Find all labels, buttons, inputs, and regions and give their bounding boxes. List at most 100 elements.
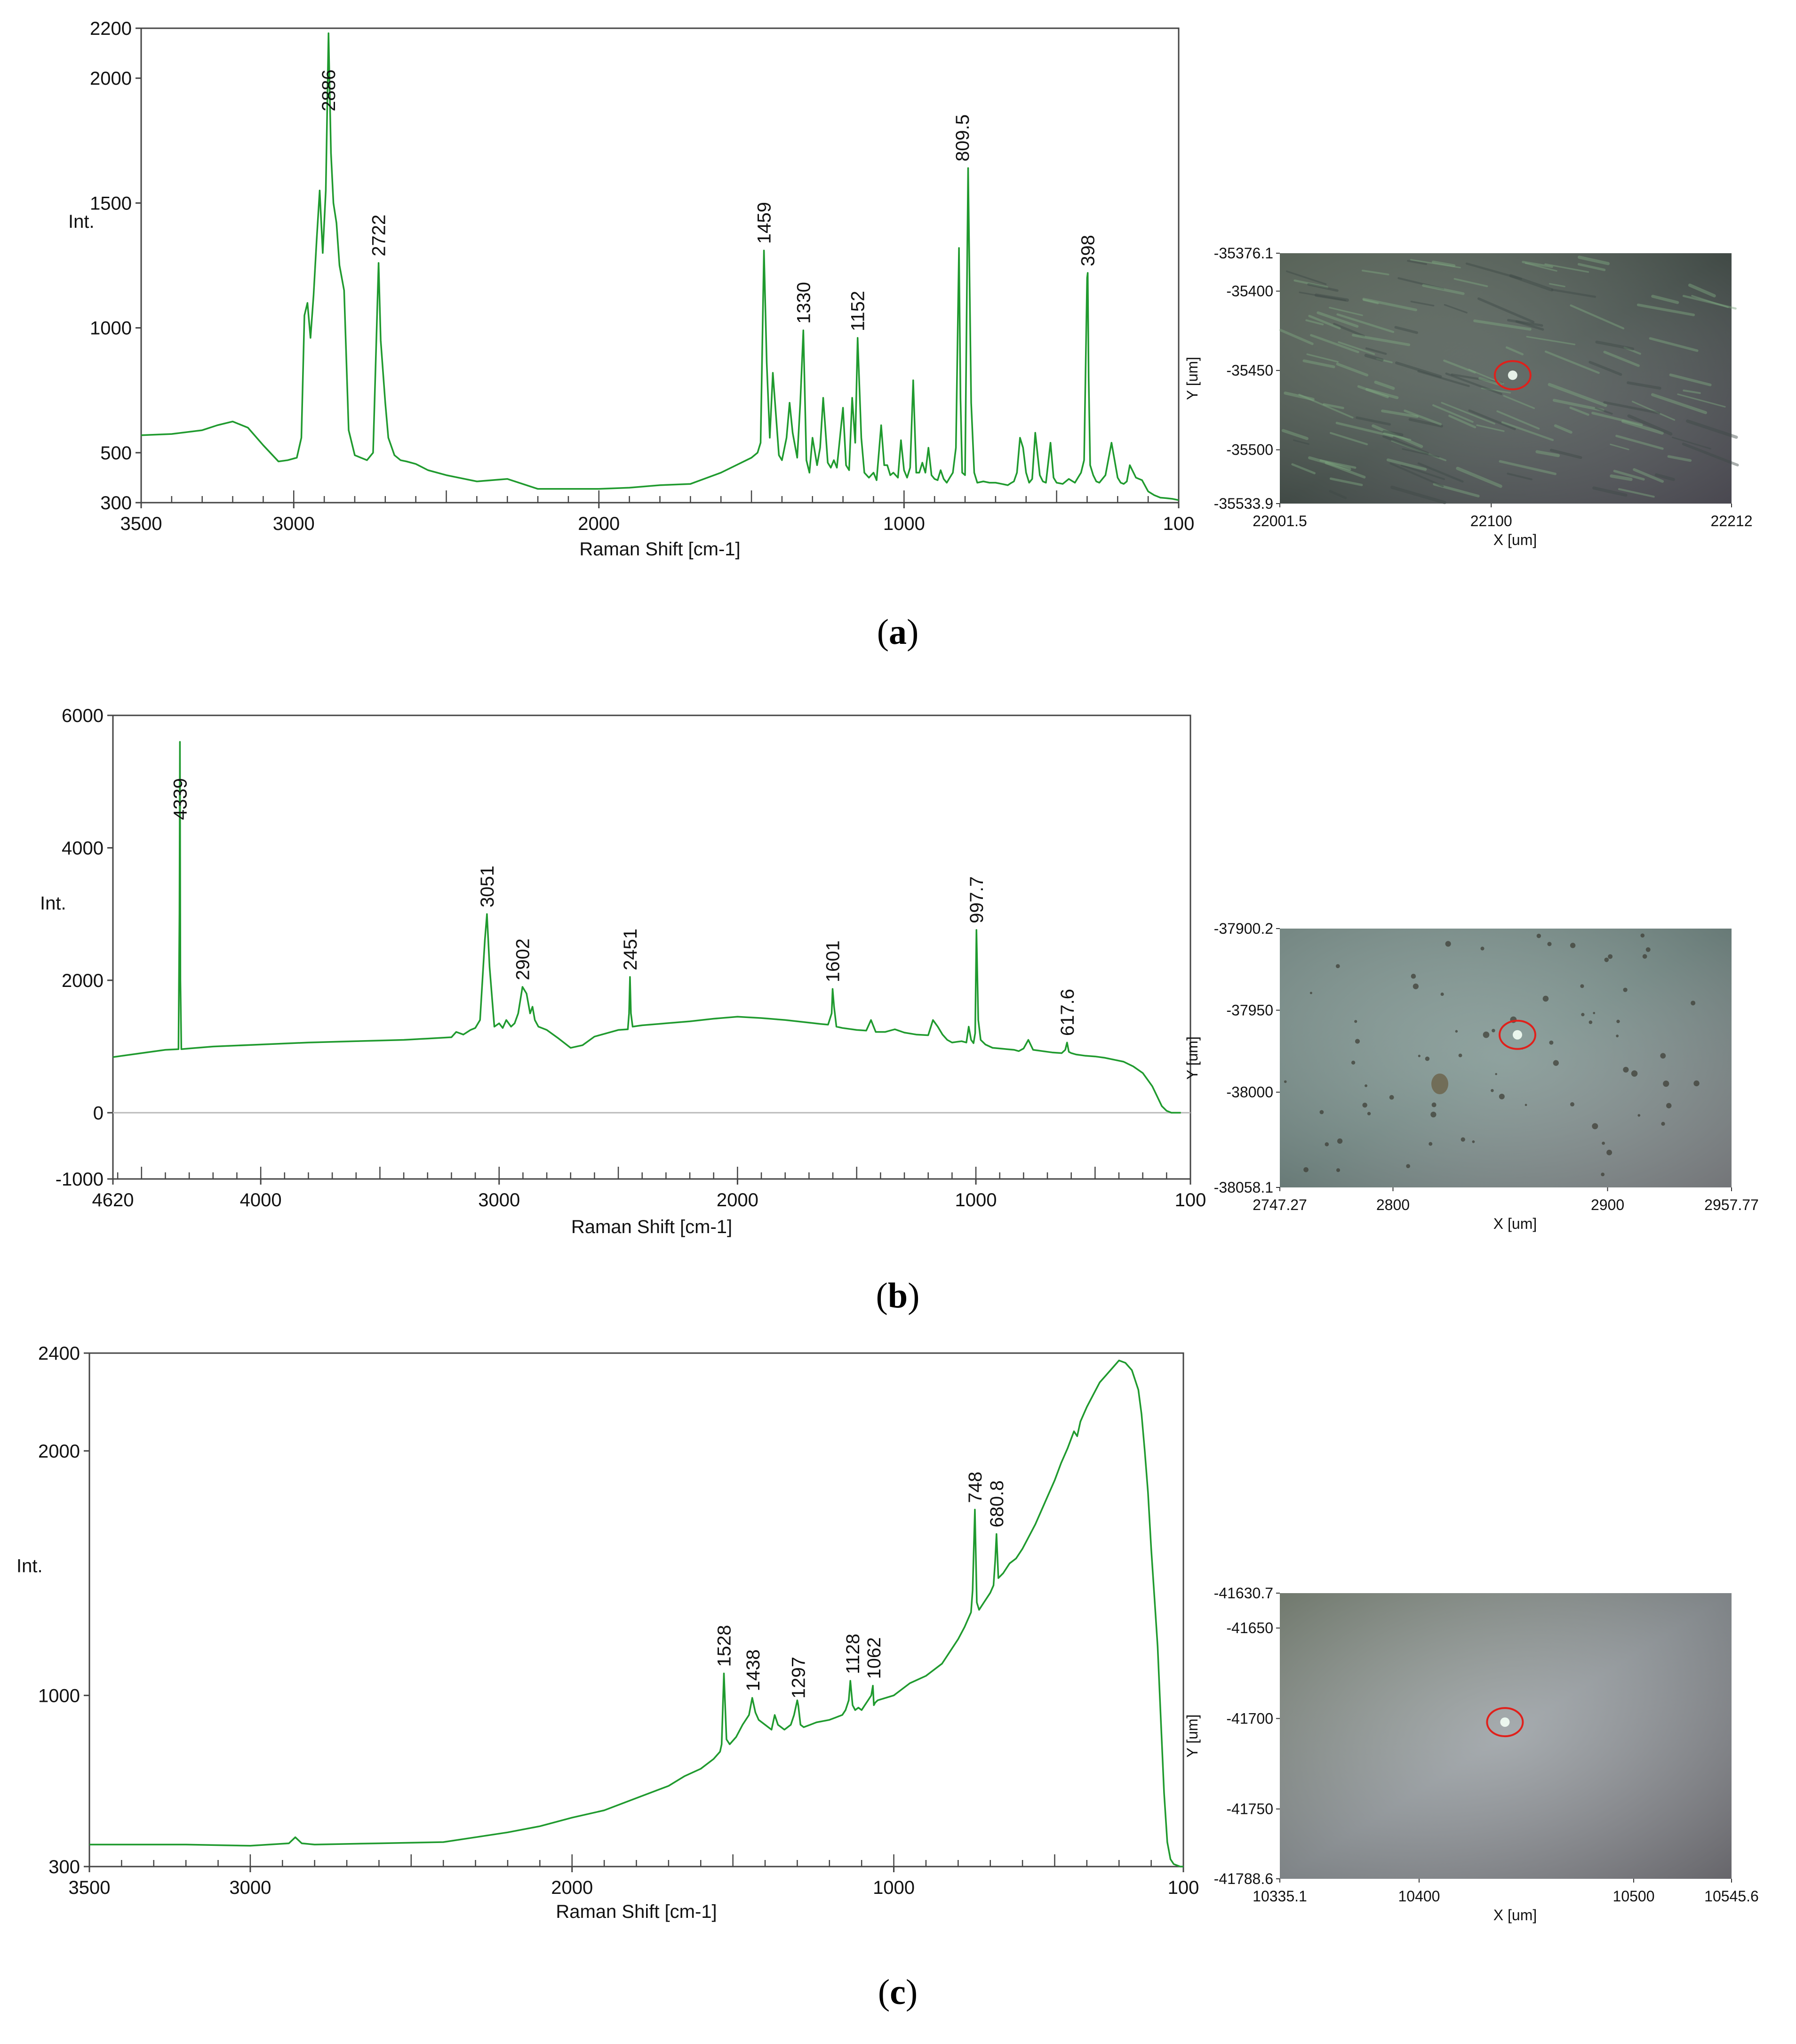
plot-frame: [88, 1352, 1184, 1868]
surface-speck: [1455, 1030, 1458, 1033]
surface-streak: [1336, 313, 1395, 333]
spectrum-line: [141, 32, 1179, 501]
surface-speck: [1351, 1060, 1356, 1065]
measurement-circle: [1498, 1019, 1536, 1050]
surface-streak: [1305, 319, 1324, 326]
surface-streak: [1515, 320, 1544, 331]
micro-y-tick-label: -37900.2: [1214, 920, 1273, 937]
peak-label: 2451: [620, 929, 641, 970]
x-tick-label: 100: [1175, 1190, 1206, 1210]
surface-speck: [1542, 995, 1549, 1002]
surface-streak: [1298, 393, 1354, 419]
surface-streak: [1610, 474, 1633, 481]
surface-streak: [1603, 351, 1640, 367]
y-tick-label: -1000: [56, 1169, 104, 1190]
surface-streak: [1554, 424, 1572, 434]
peak-label: 2722: [369, 215, 390, 257]
surface-streak: [1477, 297, 1535, 323]
micro-y-tick-label: -41650: [1226, 1619, 1273, 1636]
surface-streak: [1432, 260, 1456, 267]
spectrum-line: [89, 1359, 1183, 1868]
measurement-circle: [1493, 360, 1532, 391]
surface-streak: [1654, 473, 1675, 481]
x-tick-label: 3500: [120, 513, 162, 534]
surface-streak: [1651, 295, 1679, 304]
surface-speck: [1602, 1141, 1605, 1145]
surface-speck: [1425, 1056, 1430, 1061]
surface-speck: [1592, 1123, 1598, 1130]
surface-speck: [1604, 957, 1609, 962]
y-tick-label: 500: [100, 443, 132, 464]
surface-streak: [1336, 362, 1369, 377]
surface-streak: [1390, 485, 1446, 505]
surface-speck: [1303, 1167, 1309, 1172]
surface-speck: [1367, 1112, 1371, 1115]
surface-streak: [1507, 319, 1543, 327]
micro-y-tick-label: -35400: [1226, 283, 1273, 300]
surface-speck: [1661, 1122, 1665, 1126]
surface-streak: [1522, 261, 1553, 268]
surface-speck: [1570, 943, 1576, 948]
micro-y-tick-label: -38058.1: [1214, 1179, 1273, 1196]
peak-label: 1601: [823, 940, 844, 982]
panel-c: 3500 3000 2000 1000 100 300 1000 2000 2400 Raman …: [0, 1343, 1796, 2024]
surface-speck: [1666, 1103, 1672, 1108]
surface-speck: [1660, 1053, 1666, 1059]
surface-streak: [1448, 415, 1477, 429]
micro-y-tick-label: -35533.9: [1214, 495, 1273, 512]
surface-speck: [1430, 1111, 1437, 1118]
surface-streak: [1376, 358, 1393, 363]
surface-speck: [1570, 1102, 1575, 1106]
peak-label: 809.5: [952, 114, 973, 161]
x-tick-label: 2000: [717, 1190, 758, 1210]
surface-streak: [1468, 409, 1516, 431]
surface-streak: [1636, 303, 1695, 316]
surface-speck: [1431, 1102, 1437, 1107]
surface-streak: [1372, 424, 1423, 448]
surface-streak: [1310, 334, 1359, 353]
y-axis-label: Int.: [16, 1556, 43, 1577]
y-tick-label: 300: [100, 493, 132, 513]
peak-label: 1152: [848, 291, 869, 331]
micro-vignette: [1280, 929, 1732, 1187]
x-tick-label: 2000: [551, 1877, 593, 1898]
peak-label: 3051: [477, 866, 498, 907]
surface-speck: [1547, 942, 1552, 946]
microscope-image-a: 22001.5 22100 22212 -35376.1 -35400 -35450 -35…: [1184, 245, 1752, 548]
peak-label: 1459: [754, 202, 775, 244]
surface-speck: [1581, 1013, 1585, 1017]
surface-speck: [1549, 1040, 1554, 1045]
surface-streak: [1507, 473, 1533, 481]
surface-speck: [1337, 1138, 1343, 1144]
surface-speck: [1616, 1019, 1620, 1024]
surface-streak: [1549, 283, 1565, 288]
micro-y-tick-label: -35500: [1226, 441, 1273, 458]
surface-streak: [1432, 404, 1474, 423]
surface-streak: [1355, 416, 1391, 426]
y-tick-label: 2000: [90, 68, 132, 89]
surface-speck: [1593, 1012, 1596, 1014]
surface-streak: [1361, 269, 1389, 276]
surface-streak: [1357, 385, 1389, 399]
raman-spectrum-chart-c: 3500 3000 2000 1000 100 300 1000 2000 2400 Raman …: [16, 1343, 1199, 1922]
surface-streak: [1627, 414, 1673, 436]
surface-streak: [1651, 393, 1708, 414]
surface-speck: [1623, 987, 1628, 992]
surface-speck: [1606, 1149, 1612, 1155]
surface-streak: [1526, 336, 1576, 345]
surface-speck: [1642, 954, 1647, 959]
caption-b: (b): [876, 1276, 920, 1315]
surface-streak: [1308, 456, 1351, 471]
micro-y-axis-label: Y [um]: [1184, 357, 1201, 400]
micro-x-tick-label: 2747.27: [1253, 1196, 1307, 1213]
y-tick-label: 2000: [38, 1441, 80, 1462]
y-tick-label: 6000: [62, 705, 104, 726]
x-tick-label: 1000: [883, 513, 925, 534]
surface-streak: [1618, 488, 1655, 498]
surface-streak: [1577, 263, 1606, 272]
surface-streak: [1293, 279, 1328, 289]
x-tick-label: 4000: [240, 1190, 282, 1210]
surface-streak: [1363, 299, 1379, 305]
surface-streak: [1401, 464, 1445, 481]
surface-streak: [1441, 401, 1495, 425]
